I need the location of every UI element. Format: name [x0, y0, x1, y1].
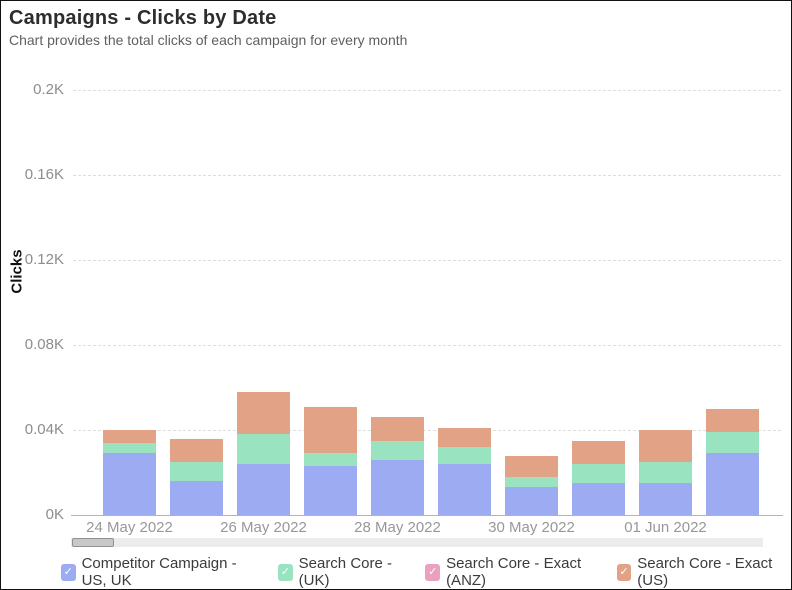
y-axis-tick-label: 0K — [45, 506, 64, 523]
check-icon: ✓ — [428, 565, 438, 578]
bar-segment[interactable] — [438, 427, 491, 447]
legend-label: Search Core - Exact (ANZ) — [446, 555, 582, 589]
x-axis-tick-label: 30 May 2022 — [488, 519, 575, 536]
bar-segment[interactable] — [237, 434, 290, 464]
bar-segment[interactable] — [170, 438, 223, 462]
legend-label: Search Core - Exact (US) — [637, 555, 773, 589]
check-icon: ✓ — [280, 565, 290, 578]
bar-02-jun-2022 — [706, 408, 759, 515]
gridline — [73, 345, 781, 346]
bar-27-may-2022 — [304, 406, 357, 515]
legend-item[interactable]: ✓ Search Core - Exact (ANZ) — [425, 555, 599, 589]
bar-segment[interactable] — [170, 461, 223, 481]
bar-28-may-2022 — [371, 417, 424, 515]
bar-segment[interactable] — [572, 440, 625, 464]
gridline — [73, 90, 781, 91]
bar-31-may-2022 — [572, 440, 625, 515]
legend-label: Competitor Campaign - US, UK — [81, 555, 237, 589]
x-axis-tick-label: 01 Jun 2022 — [624, 519, 707, 536]
bar-26-may-2022 — [237, 391, 290, 515]
bar-segment[interactable] — [371, 417, 424, 441]
bar-segment[interactable] — [706, 432, 759, 454]
bar-segment[interactable] — [706, 453, 759, 515]
bar-segment[interactable] — [103, 442, 156, 454]
bar-segment[interactable] — [639, 483, 692, 515]
gridline — [73, 175, 781, 176]
bar-segment[interactable] — [505, 455, 558, 477]
x-axis-tick-label: 26 May 2022 — [220, 519, 307, 536]
bar-24-may-2022 — [103, 430, 156, 515]
bar-segment[interactable] — [438, 464, 491, 515]
bar-segment[interactable] — [103, 453, 156, 515]
chart-hscroll-track[interactable] — [71, 538, 763, 547]
bar-segment[interactable] — [706, 408, 759, 433]
check-icon: ✓ — [63, 565, 73, 578]
y-axis-title: Clicks — [8, 249, 26, 294]
chart-legend: ✓ Competitor Campaign - US, UK ✓ Search Cor… — [61, 555, 783, 589]
legend-item[interactable]: ✓ Search Core - Exact (US) — [616, 555, 783, 589]
chart-hscroll-thumb[interactable] — [72, 538, 114, 547]
legend-checkbox[interactable]: ✓ — [61, 563, 76, 581]
bar-segment[interactable] — [304, 466, 357, 515]
legend-item[interactable]: ✓ Competitor Campaign - US, UK — [61, 555, 261, 589]
bar-segment[interactable] — [237, 391, 290, 435]
page-title: Campaigns - Clicks by Date — [9, 7, 277, 29]
bar-segment[interactable] — [438, 447, 491, 464]
y-axis-tick-label: 0.08K — [24, 336, 64, 353]
bar-segment[interactable] — [639, 430, 692, 462]
bar-segment[interactable] — [639, 461, 692, 484]
bar-segment[interactable] — [170, 481, 223, 515]
bar-01-jun-2022 — [639, 430, 692, 515]
bar-segment[interactable] — [371, 440, 424, 460]
y-axis-tick-label: 0.12K — [24, 251, 64, 268]
x-axis-line — [71, 515, 783, 516]
bar-25-may-2022 — [170, 438, 223, 515]
gridline — [73, 430, 781, 431]
gridline — [73, 260, 781, 261]
legend-checkbox[interactable]: ✓ — [616, 563, 632, 581]
bar-segment[interactable] — [505, 487, 558, 515]
y-axis-tick-label: 0.04K — [24, 421, 64, 438]
bar-30-may-2022 — [505, 455, 558, 515]
x-axis-tick-label: 24 May 2022 — [86, 519, 173, 536]
bar-segment[interactable] — [572, 483, 625, 515]
bar-segment[interactable] — [505, 476, 558, 488]
legend-label: Search Core - (UK) — [298, 555, 392, 589]
x-axis-tick-label: 28 May 2022 — [354, 519, 441, 536]
bar-segment[interactable] — [572, 464, 625, 484]
y-axis-tick-label: 0.16K — [24, 166, 64, 183]
legend-checkbox[interactable]: ✓ — [278, 563, 293, 581]
bar-segment[interactable] — [304, 453, 357, 467]
bar-29-may-2022 — [438, 427, 491, 515]
bar-segment[interactable] — [103, 430, 156, 443]
legend-checkbox[interactable]: ✓ — [425, 563, 441, 581]
y-axis-tick-label: 0.2K — [33, 81, 64, 98]
bar-segment[interactable] — [371, 459, 424, 515]
legend-item[interactable]: ✓ Search Core - (UK) — [278, 555, 408, 589]
check-icon: ✓ — [619, 565, 629, 578]
bar-segment[interactable] — [237, 464, 290, 515]
page-subtitle: Chart provides the total clicks of each … — [9, 32, 408, 48]
bar-segment[interactable] — [304, 406, 357, 454]
